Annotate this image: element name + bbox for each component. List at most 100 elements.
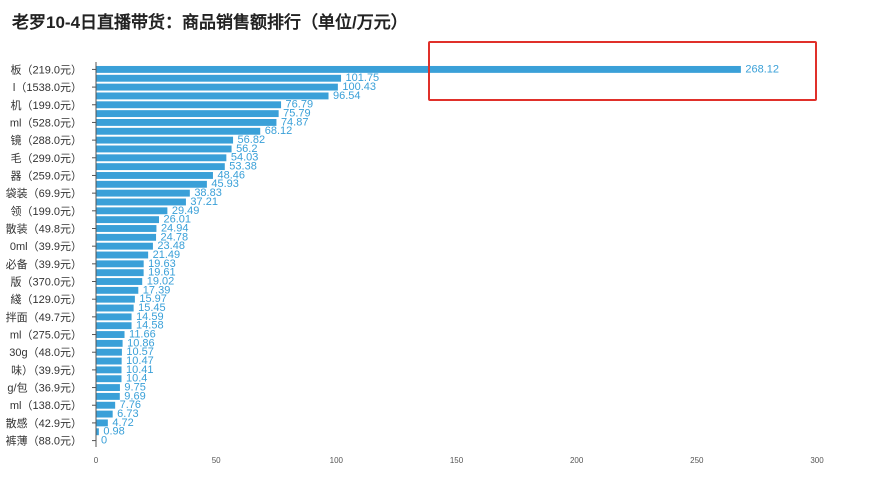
bar — [96, 428, 99, 436]
value-label: 19.61 — [148, 267, 176, 279]
category-label: 领（199.0元） — [10, 205, 82, 218]
value-label: 75.79 — [283, 108, 311, 120]
category-label: 器（259.0元） — [10, 169, 82, 182]
value-label: 7.76 — [120, 399, 141, 411]
value-label: 100.43 — [342, 81, 376, 93]
bar — [96, 225, 157, 232]
value-label: 21.49 — [153, 249, 181, 261]
x-tick-label: 50 — [212, 456, 221, 465]
x-tick-label: 300 — [810, 456, 824, 465]
value-label: 101.75 — [346, 72, 380, 84]
value-label: 48.46 — [217, 169, 245, 181]
x-tick-label: 100 — [330, 456, 344, 465]
bar — [96, 136, 234, 144]
value-label: 17.39 — [143, 284, 171, 296]
bar — [96, 216, 160, 224]
category-label: 味）（39.9元） — [11, 364, 82, 377]
bar — [96, 172, 213, 179]
category-label: 毛（299.0元） — [10, 152, 82, 165]
bar — [96, 384, 120, 392]
category-label: 袋装（69.9元） — [6, 186, 82, 200]
category-label: 必备（39.9元） — [6, 257, 82, 271]
value-label: 268.12 — [745, 63, 779, 75]
bar — [96, 251, 149, 259]
bar — [96, 74, 342, 82]
x-tick-label: 200 — [570, 456, 584, 465]
bar — [96, 207, 168, 215]
x-tick-label: 150 — [450, 456, 464, 465]
category-label: 版（370.0元） — [10, 275, 82, 289]
bar — [96, 278, 143, 285]
bar — [96, 233, 157, 241]
x-tick-label: 250 — [690, 456, 704, 465]
value-label: 6.73 — [117, 408, 138, 420]
bar — [96, 295, 135, 303]
category-label: 镜（288.0元） — [10, 133, 82, 147]
bar — [96, 313, 132, 321]
value-label: 26.01 — [164, 214, 192, 226]
category-label: 綫（129.0元） — [10, 293, 82, 306]
x-tick-label: 0 — [94, 456, 99, 465]
bar — [96, 322, 132, 330]
value-label: 76.79 — [286, 99, 314, 111]
highlight-box — [428, 41, 817, 101]
bar — [96, 392, 120, 400]
value-label: 14.58 — [136, 320, 164, 332]
value-label: 10.41 — [126, 364, 154, 376]
category-label: l（1538.0元） — [13, 81, 82, 94]
value-label: 0 — [101, 435, 107, 447]
value-label: 74.87 — [281, 116, 309, 128]
bar — [96, 154, 227, 162]
category-label: 散装（49.8元） — [6, 221, 82, 235]
category-label: ml（275.0元） — [10, 329, 82, 342]
value-label: 10.4 — [126, 373, 147, 385]
value-label: 19.02 — [147, 275, 175, 287]
value-label: 14.59 — [136, 311, 164, 323]
value-label: 9.69 — [124, 390, 145, 402]
bar — [96, 127, 261, 135]
bar — [96, 83, 338, 91]
bar — [96, 410, 113, 418]
value-label: 0.98 — [103, 426, 124, 438]
category-label: ml（528.0元） — [10, 116, 82, 129]
category-label: g/包（36.9元） — [7, 382, 82, 395]
value-label: 10.57 — [126, 346, 154, 358]
value-label: 37.21 — [190, 196, 218, 208]
value-label: 29.49 — [172, 205, 200, 217]
category-label: 拌面（49.7元） — [6, 310, 82, 324]
value-label: 96.54 — [333, 90, 361, 102]
value-label: 15.45 — [138, 302, 166, 314]
bar — [96, 401, 116, 409]
bar — [96, 189, 190, 197]
chart-title: 老罗10-4日直播带货：商品销售额排行（单位/万元） — [12, 13, 408, 32]
value-label: 19.63 — [148, 258, 176, 270]
bar — [96, 286, 139, 294]
bar — [96, 92, 329, 100]
value-label: 15.97 — [139, 293, 167, 305]
category-label: 30g（48.0元） — [9, 346, 82, 359]
bar — [96, 65, 741, 73]
value-label: 10.47 — [126, 355, 154, 367]
value-label: 56.82 — [238, 134, 266, 146]
value-label: 24.94 — [161, 222, 189, 234]
value-label: 9.75 — [124, 382, 145, 394]
value-label: 38.83 — [194, 187, 222, 199]
value-label: 24.78 — [161, 231, 189, 243]
bar — [96, 180, 207, 188]
value-label: 45.93 — [211, 178, 239, 190]
bar — [96, 331, 125, 338]
category-label: 机（199.0元） — [10, 98, 82, 112]
value-label: 53.38 — [229, 161, 257, 173]
bar — [96, 357, 122, 365]
value-label: 54.03 — [231, 152, 259, 164]
bar — [96, 304, 134, 312]
category-label: 板（219.0元） — [10, 62, 82, 76]
bar — [96, 366, 122, 374]
value-label: 10.86 — [127, 337, 155, 349]
bar — [96, 375, 122, 383]
bar — [96, 110, 279, 118]
value-label: 11.66 — [129, 328, 156, 340]
bar — [96, 163, 225, 171]
bar — [96, 101, 282, 109]
